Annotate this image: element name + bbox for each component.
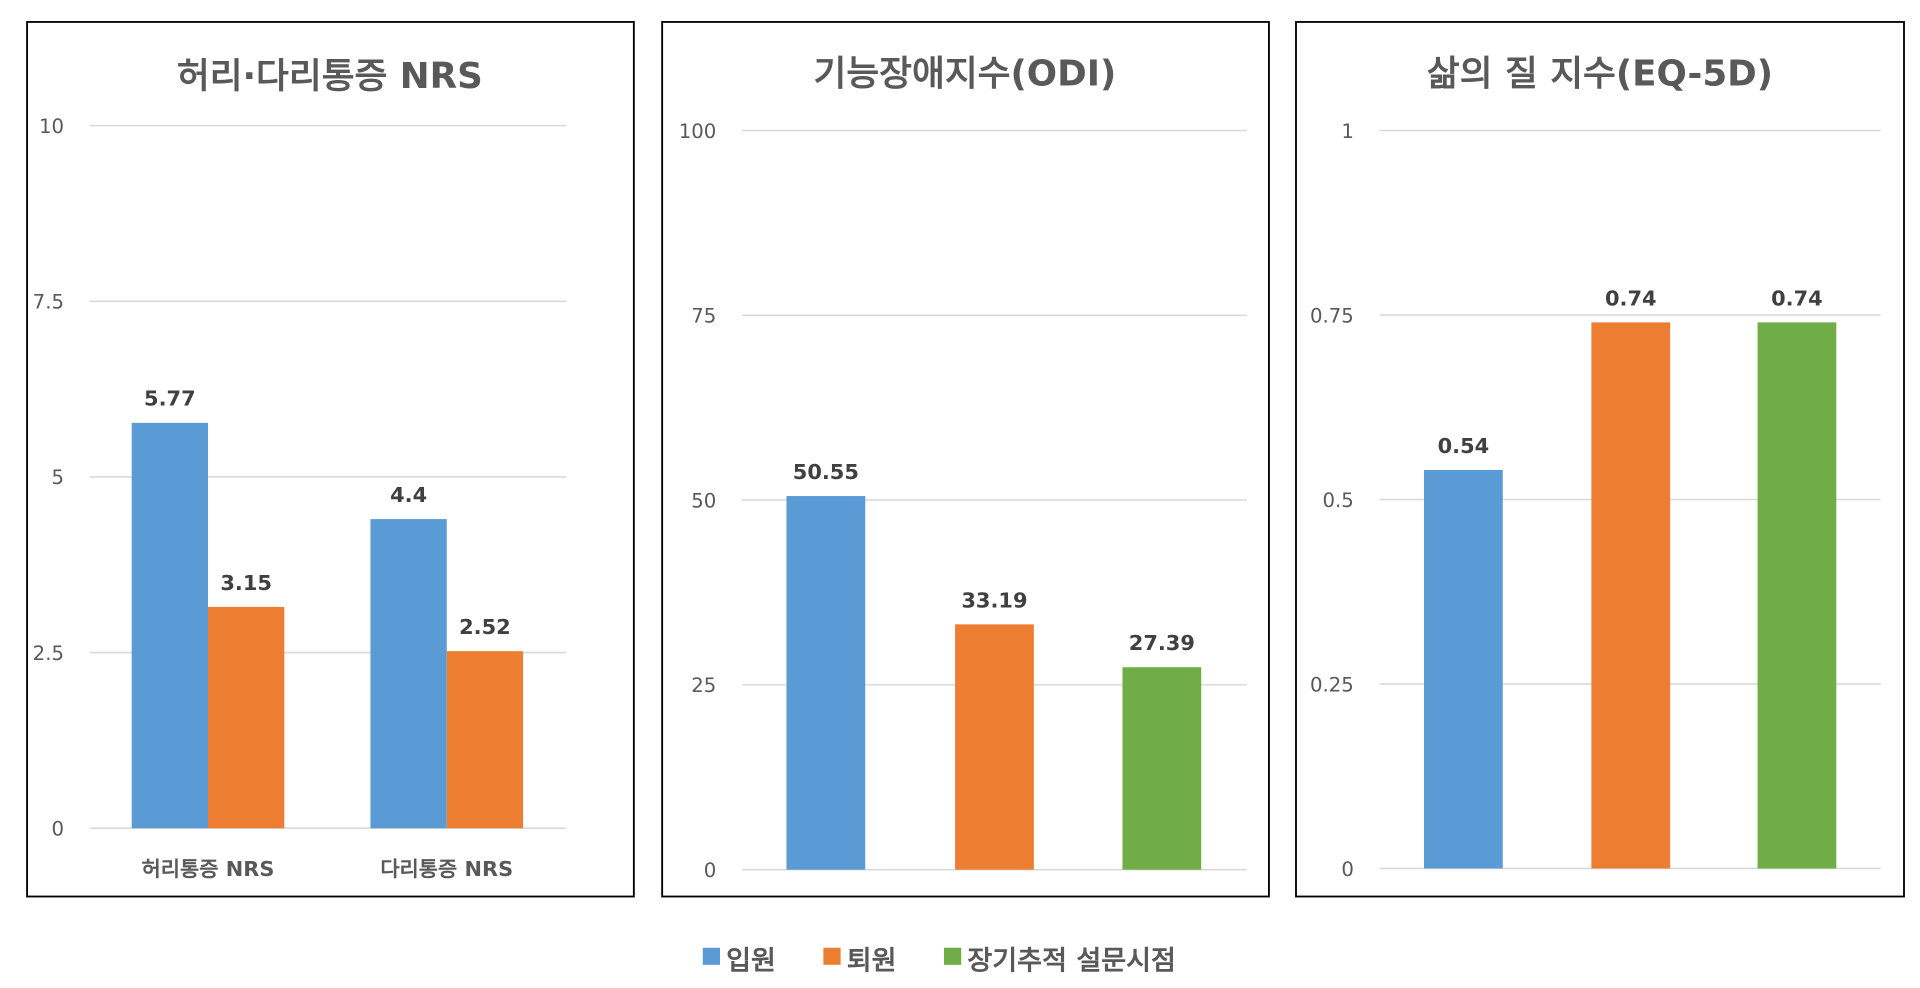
data-label: 0.54 — [1438, 434, 1490, 458]
bar — [1591, 322, 1671, 869]
y-tick-label: 25 — [691, 674, 716, 697]
y-tick-label: 0 — [704, 859, 717, 882]
bar — [1757, 322, 1837, 869]
bar — [786, 496, 866, 870]
panel-border — [26, 21, 635, 898]
x-category-label: 허리통증 NRS — [142, 857, 275, 881]
data-label: 4.4 — [390, 483, 427, 507]
legend-swatch-followup — [944, 947, 962, 965]
y-tick-label: 50 — [691, 489, 716, 512]
data-label: 0.74 — [1605, 286, 1657, 310]
data-label: 27.39 — [1129, 631, 1195, 655]
data-label: 3.15 — [220, 571, 272, 595]
legend: 입원 퇴원 장기추적 설문시점 — [702, 946, 1176, 977]
y-tick-label: 75 — [691, 305, 716, 328]
y-tick-label: 0.25 — [1310, 673, 1354, 696]
legend-label-followup: 장기추적 설문시점 — [967, 946, 1176, 977]
data-label: 50.55 — [793, 460, 859, 484]
bar — [1122, 667, 1202, 870]
bar — [131, 422, 208, 829]
bar — [955, 624, 1034, 870]
data-label: 5.77 — [144, 387, 196, 411]
y-tick-label: 2.5 — [33, 642, 64, 665]
panel-nrs: 허리·다리통증 NRS — [26, 21, 635, 898]
legend-swatch-discharge — [823, 947, 841, 965]
data-label: 0.74 — [1771, 286, 1823, 310]
y-tick-label: 0.75 — [1310, 304, 1354, 327]
bar — [370, 519, 447, 829]
data-label: 2.52 — [459, 615, 511, 639]
y-tick-label: 1 — [1341, 120, 1354, 143]
chart-title: 기능장애지수(ODI) — [814, 54, 1117, 95]
chart-title: 허리·다리통증 NRS — [177, 56, 483, 97]
y-tick-label: 100 — [679, 120, 717, 143]
y-tick-label: 0 — [1341, 858, 1354, 881]
x-category-label: 다리통증 NRS — [380, 857, 513, 881]
chart-title: 삶의 질 지수(EQ-5D) — [1427, 54, 1773, 95]
bar — [208, 606, 285, 829]
bar — [1424, 469, 1503, 869]
y-tick-label: 5 — [51, 466, 64, 489]
bar — [446, 651, 524, 829]
y-tick-label: 0 — [51, 818, 64, 841]
data-label: 33.19 — [961, 588, 1027, 612]
y-tick-label: 7.5 — [33, 291, 64, 314]
y-tick-label: 0.5 — [1323, 489, 1354, 512]
legend-swatch-admission — [702, 947, 720, 965]
legend-label-admission: 입원 — [726, 946, 776, 977]
legend-label-discharge: 퇴원 — [847, 946, 897, 977]
y-tick-label: 10 — [39, 115, 64, 138]
